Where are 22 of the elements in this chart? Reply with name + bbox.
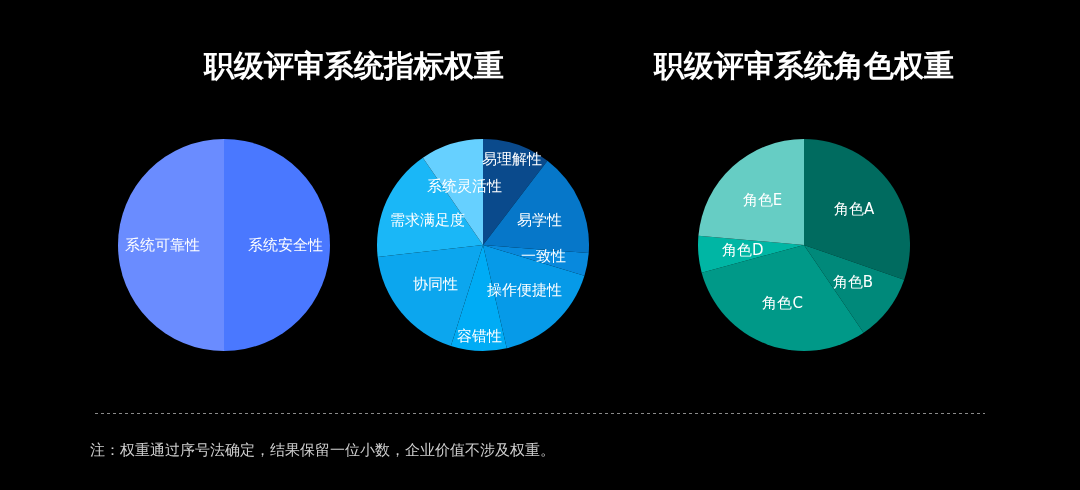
slice-label: 协同性 [413, 275, 459, 294]
slice-label: 易理解性 [482, 149, 543, 168]
chart-title: 职级评审系统指标权重 [202, 47, 504, 83]
pie-slice [698, 139, 804, 245]
slice-label: 操作便捷性 [487, 280, 563, 299]
text: 注：权重通过序号法确定，结果保留一位小数，企业价值不涉及权重。 [90, 442, 555, 458]
slice-label: 角色D [721, 241, 764, 260]
slice-label: 需求满足度 [389, 210, 465, 229]
slice-label: 系统可靠性 [125, 236, 201, 254]
slice-label: 角色B [832, 273, 873, 292]
slice-label: 角色C [762, 293, 803, 312]
pie-slice [224, 139, 330, 351]
pie-slice [804, 245, 905, 333]
chart-title: 职级评审系统角色权重 [653, 47, 954, 83]
slice-label: 角色E [742, 190, 783, 209]
pie-slice [701, 245, 864, 351]
slice-label: 容错性 [456, 327, 502, 346]
slice-label: 角色A [833, 200, 875, 219]
slice-label: 易学性 [516, 210, 562, 229]
pie-slice [118, 139, 224, 351]
slice-label: 系统安全性 [247, 236, 323, 254]
slice-label: 一致性 [520, 247, 566, 266]
